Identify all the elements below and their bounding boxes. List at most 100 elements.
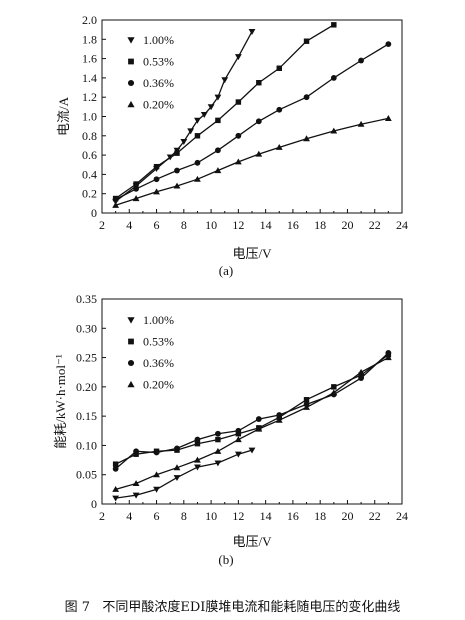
legend-marker-036-a — [127, 79, 135, 87]
legend-label-053-a: 0.53% — [143, 55, 174, 69]
legend-marker-036-b — [127, 359, 135, 367]
x-tick-label-a: 20 — [341, 218, 353, 232]
data-point-020-a — [153, 188, 160, 195]
data-point-100-a — [200, 112, 208, 118]
data-point-036-b — [153, 449, 160, 456]
x-tick-label-b: 4 — [126, 509, 132, 523]
chart-panel-a: 2 4 6 8 10 12 14 16 18 20 22 2400.20.40.60.81.01.21… — [56, 13, 408, 278]
x-tick-label-a: 2 — [99, 218, 105, 232]
data-point-020-a — [173, 182, 181, 189]
data-point-036-a — [358, 57, 364, 64]
data-point-020-b — [153, 471, 160, 478]
data-point-020-b — [303, 403, 310, 410]
legend-label-020-b: 0.20% — [143, 378, 174, 392]
data-point-053-a — [153, 163, 160, 170]
series-line-100-a — [115, 31, 253, 202]
data-point-036-b — [385, 349, 392, 356]
y-tick-label-b: 0.15 — [76, 409, 97, 423]
data-point-053-b — [133, 451, 139, 457]
legend-label-053-b: 0.53% — [143, 335, 174, 349]
data-point-020-b — [384, 354, 392, 361]
plot-frame-b — [101, 298, 403, 505]
data-point-036-b — [255, 416, 262, 422]
data-point-020-b — [214, 447, 222, 454]
data-point-036-a — [385, 41, 392, 48]
data-point-020-a — [330, 127, 338, 134]
data-point-036-b — [194, 436, 201, 443]
data-point-100-b — [248, 447, 256, 454]
x-tick-label-b: 10 — [205, 509, 217, 523]
legend-marker-020-b — [127, 380, 135, 388]
y-tick-label-b: 0.30 — [76, 321, 97, 335]
data-point-100-a — [187, 128, 195, 135]
legend-label-036-b: 0.36% — [143, 356, 174, 370]
x-tick-label-a: 16 — [287, 218, 299, 232]
y-tick-label-a: 0 — [91, 206, 97, 220]
figure-caption-number: 图 7 — [64, 600, 90, 615]
data-point-036-b — [174, 445, 180, 452]
data-point-020-b — [330, 389, 338, 396]
data-point-020-b — [234, 436, 242, 443]
x-tick-label-a: 24 — [396, 218, 408, 232]
data-point-100-a — [194, 117, 201, 124]
x-tick-label-b: 2 — [99, 509, 105, 523]
y-tick-label-a: 1.4 — [82, 71, 97, 85]
data-point-020-b — [194, 456, 201, 463]
data-point-100-a — [214, 94, 222, 101]
y-axis-label-a: 电流/A — [56, 96, 71, 136]
legend-marker-053-a — [128, 58, 134, 65]
data-point-100-a — [248, 29, 256, 35]
data-point-053-b — [215, 436, 221, 443]
data-point-020-a — [357, 120, 365, 127]
legend-marker-100-b — [127, 317, 135, 324]
data-point-100-b — [173, 475, 181, 482]
data-point-053-b — [358, 372, 364, 378]
y-axis-label-b: 能耗/kW·h·mol⁻¹ — [53, 354, 68, 449]
x-tick-label-b: 8 — [181, 509, 187, 523]
data-point-020-a — [194, 175, 201, 182]
data-point-036-a — [112, 196, 119, 203]
data-point-020-a — [275, 143, 283, 150]
data-point-053-b — [194, 440, 201, 447]
y-tick-label-a: 1.8 — [82, 32, 97, 46]
data-point-036-b — [133, 448, 139, 455]
data-point-036-a — [276, 106, 283, 113]
data-point-020-a — [214, 167, 222, 174]
legend-marker-100-a — [127, 37, 135, 44]
y-tick-label-a: 2.0 — [82, 13, 97, 27]
x-tick-label-a: 8 — [181, 218, 187, 232]
data-point-100-b — [112, 495, 120, 502]
data-point-036-a — [194, 159, 201, 166]
y-tick-label-a: 1.2 — [82, 90, 97, 104]
y-tick-label-b: 0.10 — [76, 438, 97, 452]
data-point-053-b — [235, 430, 242, 437]
y-tick-label-a: 0.6 — [82, 148, 97, 162]
data-point-053-a — [194, 133, 201, 139]
y-tick-label-a: 0.2 — [82, 187, 97, 201]
chart-panel-b: 2 4 6 8 10 12 14 16 18 20 22 2400.050.100.150.200.2… — [53, 292, 408, 567]
data-point-020-b — [255, 425, 263, 432]
data-point-053-a — [215, 117, 221, 124]
data-point-036-b — [276, 412, 283, 418]
y-tick-label-b: 0 — [91, 497, 97, 511]
legend-label-100-a: 1.00% — [143, 33, 174, 47]
data-point-020-b — [132, 480, 140, 487]
data-point-020-a — [255, 150, 263, 157]
x-tick-label-a: 12 — [232, 218, 244, 232]
data-point-036-b — [235, 427, 242, 434]
figure-caption: 图 7 不同甲酸浓度EDI膜堆电流和能耗随电压的变化曲线 — [0, 596, 465, 615]
data-point-100-b — [234, 451, 242, 458]
y-tick-label-b: 0.05 — [76, 468, 97, 482]
data-point-053-a — [331, 22, 337, 28]
data-point-020-a — [384, 115, 392, 121]
data-point-053-a — [133, 181, 139, 187]
x-tick-label-b: 16 — [287, 509, 299, 523]
x-tick-label-b: 24 — [396, 509, 408, 523]
data-point-020-a — [303, 135, 310, 142]
data-point-036-a — [153, 176, 160, 183]
data-point-053-a — [235, 99, 242, 105]
data-point-036-b — [112, 465, 119, 472]
legend-marker-020-a — [127, 100, 135, 108]
data-point-020-b — [173, 464, 181, 471]
